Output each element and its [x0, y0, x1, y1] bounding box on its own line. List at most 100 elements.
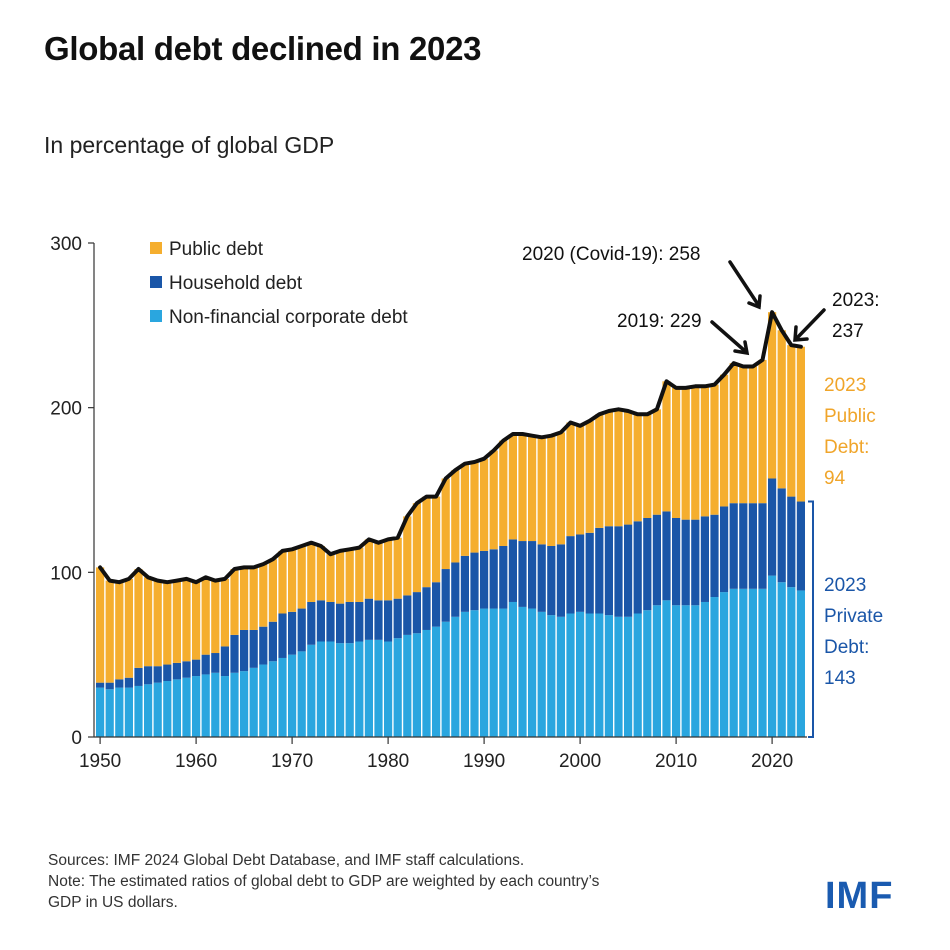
bar-public [384, 539, 393, 601]
bar-public [758, 359, 767, 504]
bar-public [288, 549, 297, 612]
bar-corporate [537, 611, 546, 737]
bar-corporate [652, 605, 661, 737]
bar-public [336, 550, 345, 604]
bar-public [316, 545, 325, 601]
bar-household [201, 654, 210, 675]
y-axis: 0 100 200 300 [50, 234, 95, 749]
x-tick-label: 1980 [367, 751, 409, 772]
x-tick-label: 2020 [751, 751, 793, 772]
bar-household [249, 629, 258, 668]
bar-public [105, 580, 114, 683]
bar-household [681, 519, 690, 606]
bar-household [172, 662, 181, 680]
bar-household [720, 506, 729, 593]
bar-household [268, 621, 277, 662]
bar-household [662, 511, 671, 601]
bar-household [451, 562, 460, 617]
bar-household [307, 601, 316, 645]
bar-corporate [124, 687, 133, 737]
arrow-2019-head [733, 340, 750, 356]
bar-household [230, 634, 239, 673]
bar-household [403, 595, 412, 635]
bar-corporate [528, 608, 537, 737]
bar-corporate [691, 605, 700, 737]
bar-household [480, 550, 489, 609]
y-tick-label: 100 [50, 563, 82, 584]
bar-public [124, 578, 133, 678]
bar-public [662, 381, 671, 512]
bar-public [355, 547, 364, 602]
private-debt-bracket [808, 500, 814, 738]
bar-public [518, 434, 527, 542]
bar-corporate [595, 613, 604, 737]
bar-household [297, 608, 306, 652]
bar-household [432, 582, 441, 627]
bar-corporate [172, 679, 181, 737]
bar-corporate [393, 638, 402, 737]
x-tick-label: 2000 [559, 751, 601, 772]
annotation-2019: 2019: 229 [617, 311, 702, 332]
bar-public [585, 420, 594, 533]
bar-corporate [259, 664, 268, 737]
bar-corporate [700, 601, 709, 737]
bar-corporate [249, 667, 258, 737]
bar-corporate [556, 616, 565, 737]
bar-corporate [220, 676, 229, 737]
bar-household [528, 541, 537, 609]
bar-public [201, 577, 210, 655]
bar-public [556, 432, 565, 545]
side-label-private-line3: Debt: [824, 637, 869, 658]
bar-corporate [777, 582, 786, 737]
bar-public [489, 450, 498, 550]
bar-corporate [451, 616, 460, 737]
bar-public [134, 569, 143, 668]
bar-corporate [604, 615, 613, 737]
bar-corporate [441, 621, 450, 737]
bar-household [489, 549, 498, 609]
bar-public [566, 422, 575, 537]
bar-household [96, 682, 105, 688]
bar-public [268, 559, 277, 622]
bar-corporate [470, 610, 479, 737]
bar-corporate [326, 641, 335, 737]
chart-title: Global debt declined in 2023 [44, 30, 482, 67]
bar-public [153, 580, 162, 667]
bar-household [422, 587, 431, 630]
bar-corporate [662, 600, 671, 737]
bar-public [460, 463, 469, 556]
bar-public [777, 330, 786, 489]
x-axis: 1950 1960 1970 1980 1990 2000 2010 2020 [79, 736, 807, 772]
bar-corporate [307, 644, 316, 737]
bar-public [441, 478, 450, 570]
bar-household [508, 539, 517, 602]
bar-corporate [192, 676, 201, 737]
bar-corporate [163, 681, 172, 737]
bar-household [777, 488, 786, 583]
bar-household [595, 527, 604, 614]
bar-public [374, 542, 383, 601]
bar-corporate [576, 611, 585, 737]
bar-household [652, 514, 661, 606]
bar-household [192, 659, 201, 677]
bar-public [182, 578, 191, 662]
bar-household [336, 603, 345, 644]
bar-corporate [384, 641, 393, 737]
bar-household [364, 598, 373, 640]
bar-household [633, 521, 642, 614]
bar-public [432, 496, 441, 583]
bar-public [480, 458, 489, 551]
legend-swatch-household [150, 276, 162, 288]
side-label-public: 2023 Public Debt: 94 [824, 375, 876, 489]
side-label-private-line1: 2023 [824, 575, 866, 596]
side-label-private-line4: 143 [824, 668, 856, 689]
side-label-private: 2023 Private Debt: 143 [824, 575, 883, 689]
bar-public [393, 537, 402, 599]
bar-corporate [547, 615, 556, 737]
bar-corporate [624, 616, 633, 737]
bar-household [547, 545, 556, 616]
side-label-public-line2: Public [824, 406, 876, 427]
bar-corporate [364, 639, 373, 737]
bar-corporate [585, 613, 594, 737]
bar-public [278, 550, 287, 614]
